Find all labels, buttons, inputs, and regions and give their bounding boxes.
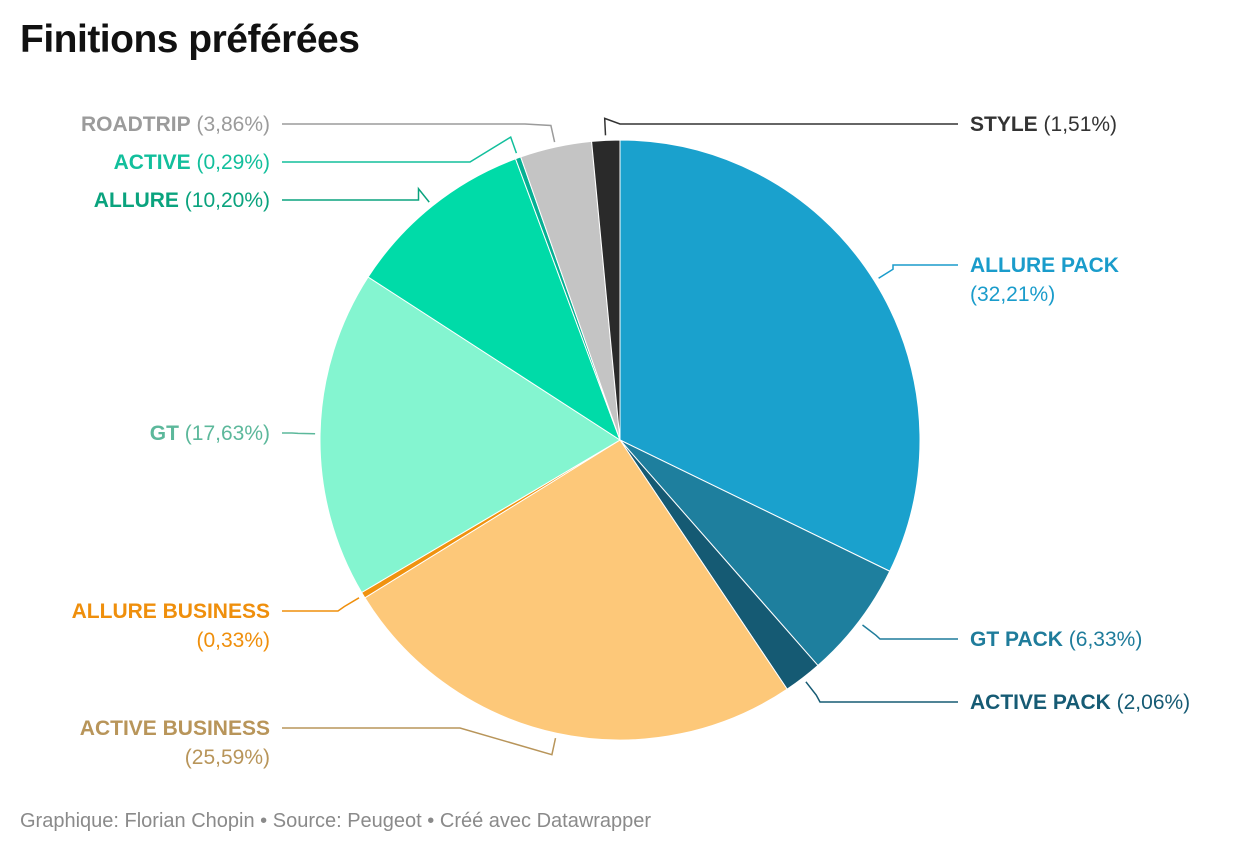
slice-value-allure-business: (0,33%) bbox=[196, 629, 270, 652]
slice-label-allure-business: ALLURE BUSINESS bbox=[72, 600, 270, 623]
leader-line-gt bbox=[282, 432, 316, 435]
slice-labels: ALLURE PACK (32,21%) GT PACK (6,33%) ACTIVE… bbox=[72, 113, 1191, 769]
footer-separator: • bbox=[427, 810, 435, 832]
footer-separator: • bbox=[260, 810, 268, 832]
footer-tool: Créé avec Datawrapper bbox=[439, 810, 652, 832]
footer-author: Graphique: Florian Chopin bbox=[20, 810, 255, 832]
leader-line-active-pack bbox=[805, 681, 958, 703]
leader-line-active-business bbox=[282, 727, 557, 756]
leader-line-roadtrip bbox=[282, 123, 556, 143]
pie-chart: ALLURE PACK (32,21%) GT PACK (6,33%) ACTIVE… bbox=[72, 113, 1191, 769]
slice-label-active-pack: ACTIVE PACK (2,06%) bbox=[970, 691, 1190, 714]
pie-slice-gt-pack bbox=[619, 439, 891, 666]
leader-line-gt-pack bbox=[862, 624, 958, 640]
slice-label-active-business: ACTIVE BUSINESS bbox=[80, 717, 270, 740]
pie-slice-style bbox=[591, 139, 621, 441]
slice-label-gt-pack: GT PACK (6,33%) bbox=[970, 628, 1142, 651]
footer-source: Source: Peugeot bbox=[272, 810, 422, 832]
chart-title: Finitions préférées bbox=[20, 18, 360, 61]
leader-lines bbox=[282, 117, 958, 756]
leader-line-allure-business bbox=[282, 597, 360, 612]
pie-slice-allure-pack bbox=[619, 139, 921, 572]
leader-line-style bbox=[603, 117, 958, 136]
chart-footer: Graphique: Florian Chopin • Source: Peug… bbox=[20, 810, 651, 833]
leader-line-allure bbox=[282, 186, 430, 203]
pie-slices bbox=[319, 139, 921, 741]
slice-label-roadtrip: ROADTRIP (3,86%) bbox=[81, 113, 270, 136]
pie-slice-active-business bbox=[364, 439, 788, 741]
slice-label-active: ACTIVE (0,29%) bbox=[114, 151, 270, 174]
leader-line-allure-pack bbox=[878, 264, 958, 279]
slice-value-allure-pack: (32,21%) bbox=[970, 283, 1055, 306]
slice-label-style: STYLE (1,51%) bbox=[970, 113, 1117, 136]
pie-slice-allure bbox=[367, 158, 621, 441]
leader-line-active bbox=[282, 135, 518, 163]
pie-slice-gt bbox=[319, 276, 621, 593]
slice-label-gt: GT (17,63%) bbox=[150, 422, 270, 445]
slice-label-allure-pack: ALLURE PACK bbox=[970, 254, 1119, 277]
slice-value-active-business: (25,59%) bbox=[185, 746, 270, 769]
slice-label-allure: ALLURE (10,20%) bbox=[94, 189, 270, 212]
